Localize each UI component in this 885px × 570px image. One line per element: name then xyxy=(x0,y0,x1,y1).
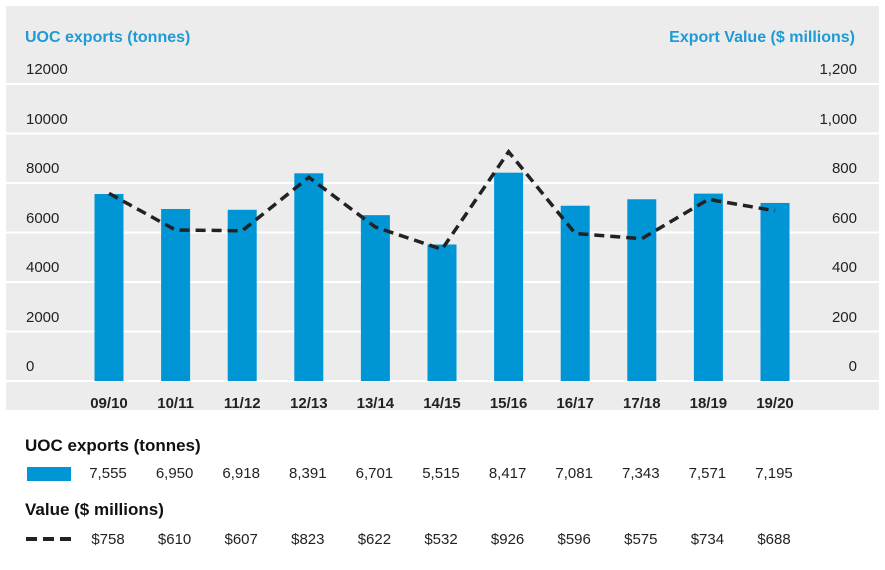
left-tick-label: 4000 xyxy=(26,259,60,276)
right-tick-label: 1,000 xyxy=(819,110,857,128)
bar-10/11 xyxy=(161,208,191,381)
table-cell: $610 xyxy=(157,531,192,548)
table-cell: 6,950 xyxy=(155,465,194,482)
left-tick-label: 0 xyxy=(26,358,35,375)
legend-bar-swatch xyxy=(27,467,71,481)
category-label: 11/12 xyxy=(223,395,261,412)
table-cell: 7,571 xyxy=(688,465,727,482)
table-cell: 7,195 xyxy=(755,465,793,482)
table-cell: 7,555 xyxy=(89,465,127,482)
category-label: 18/19 xyxy=(689,395,728,412)
right-tick-label: 400 xyxy=(831,259,857,276)
right-tick-label: 1,200 xyxy=(819,61,857,78)
table-cell: 8,417 xyxy=(488,465,527,482)
table-cell: $575 xyxy=(624,531,658,548)
bar-12/13 xyxy=(294,173,324,381)
table-cell: $823 xyxy=(291,531,325,548)
table-cell: $758 xyxy=(91,531,125,548)
left-tick-label: 2000 xyxy=(26,308,60,326)
right-tick-label: 600 xyxy=(831,209,857,227)
table-cell: 5,515 xyxy=(422,465,460,482)
category-label: 17/18 xyxy=(623,395,661,412)
table-cell: $596 xyxy=(557,531,591,548)
bar-16/17 xyxy=(560,205,590,381)
category-label: 16/17 xyxy=(556,395,594,412)
left-tick-label: 10000 xyxy=(26,110,68,128)
left-tick-label: 6000 xyxy=(26,209,60,227)
table-cell: $926 xyxy=(490,531,525,548)
legend-dash-swatch xyxy=(26,537,74,541)
table-cell: 6,701 xyxy=(355,465,394,482)
table-cell: $734 xyxy=(690,531,725,548)
bar-15/16 xyxy=(494,172,524,381)
left-tick-label: 12000 xyxy=(26,61,68,78)
value-line xyxy=(108,148,776,252)
category-label: 14/15 xyxy=(423,395,461,412)
bar-11/12 xyxy=(227,209,257,381)
table-cell: 8,391 xyxy=(289,465,327,482)
category-label: 19/20 xyxy=(756,395,794,412)
category-label: 12/13 xyxy=(290,395,328,412)
bar-14/15 xyxy=(427,244,457,381)
table-title-exports: UOC exports (tonnes) xyxy=(25,436,201,455)
left-axis-title: UOC exports (tonnes) xyxy=(25,29,191,46)
table-cell: $607 xyxy=(224,531,258,548)
table-cell: 7,343 xyxy=(622,465,660,482)
table-cell: 6,918 xyxy=(222,465,260,482)
left-tick-label: 8000 xyxy=(26,160,60,177)
category-label: 13/14 xyxy=(356,395,395,412)
bar-18/19 xyxy=(693,193,723,381)
table-title-value: Value ($ millions) xyxy=(25,500,164,519)
right-tick-label: 800 xyxy=(831,160,857,177)
category-label: 10/11 xyxy=(157,395,194,412)
right-axis-title: Export Value ($ millions) xyxy=(669,29,855,46)
bar-17/18 xyxy=(627,199,657,381)
bar-09/10 xyxy=(94,194,124,381)
right-tick-label: 200 xyxy=(831,308,857,326)
right-tick-label: 0 xyxy=(848,358,857,375)
table-cell: $622 xyxy=(357,531,392,548)
category-label: 15/16 xyxy=(489,395,528,412)
category-label: 09/10 xyxy=(90,395,128,412)
bar-19/20 xyxy=(760,202,790,381)
table-cell: $688 xyxy=(757,531,791,548)
bar-13/14 xyxy=(360,215,390,381)
table-cell: $532 xyxy=(424,531,458,548)
table-cell: 7,081 xyxy=(555,465,593,482)
